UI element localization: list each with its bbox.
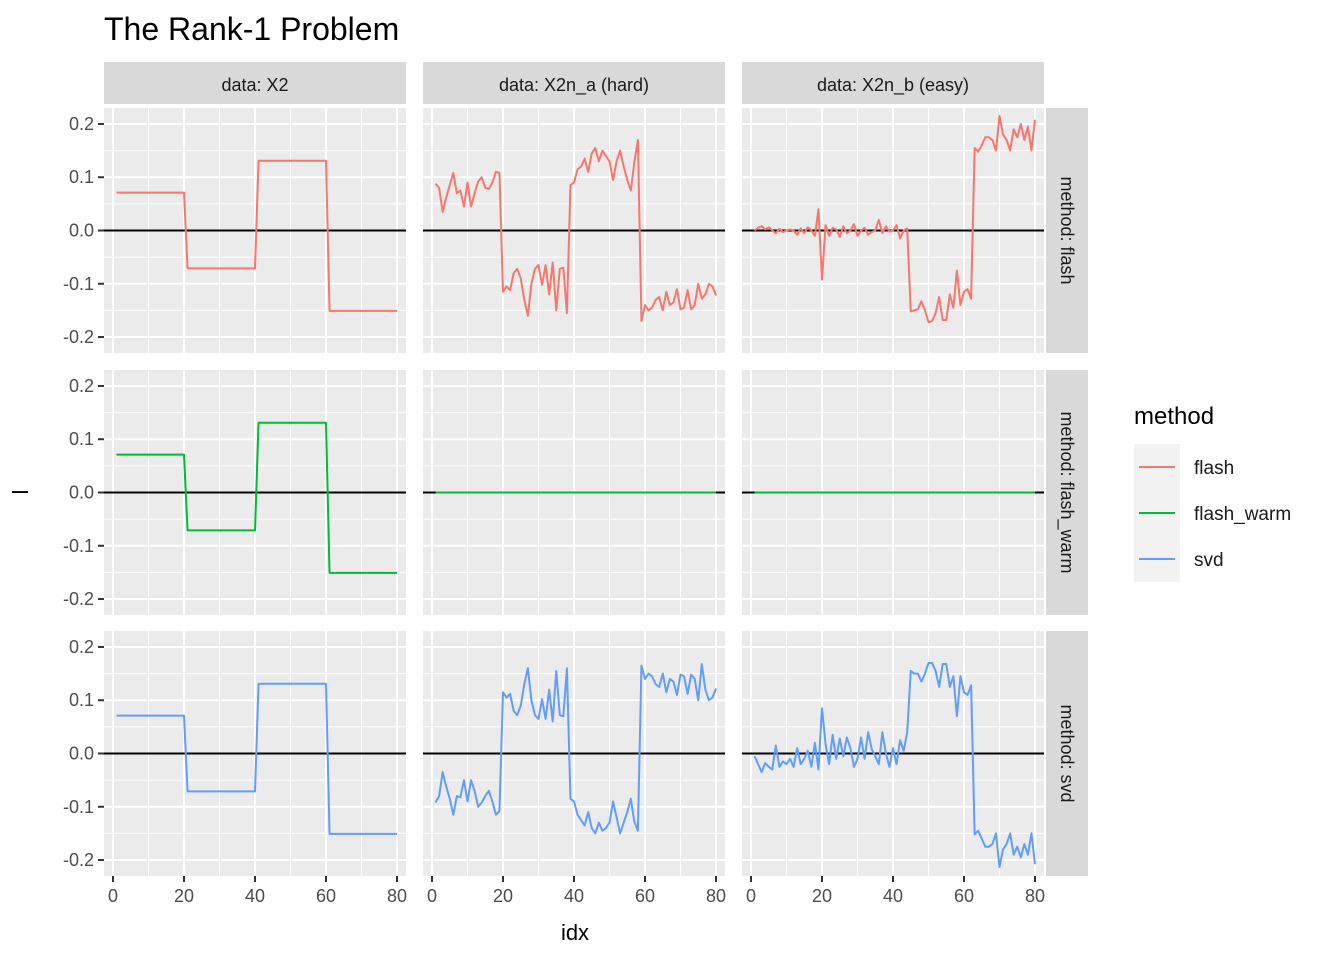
y-tick-label: -0.1	[63, 274, 94, 294]
legend-title: method	[1134, 403, 1214, 430]
panel-X2-flash_warm	[104, 370, 406, 615]
legend-entry-flash_warm: flash_warm	[1134, 490, 1291, 536]
x-tick-label: 40	[564, 886, 584, 906]
x-tick-label: 60	[954, 886, 974, 906]
y-tick-label: 0.2	[69, 637, 94, 657]
x-tick-label: 80	[387, 886, 407, 906]
y-tick-label: 0.0	[69, 483, 94, 503]
series-line-flash	[116, 159, 397, 312]
facet-strip-X2n_b	[742, 62, 1044, 104]
x-tick-label: 40	[245, 886, 265, 906]
y-tick-label: 0.1	[69, 690, 94, 710]
facet-strip-svd	[1046, 631, 1088, 876]
x-tick-label: 0	[746, 886, 756, 906]
x-axis-title: idx	[561, 920, 589, 945]
y-tick-label: -0.2	[63, 850, 94, 870]
legend-label: flash	[1194, 458, 1234, 479]
y-tick-label: -0.2	[63, 589, 94, 609]
panel-X2n_b-flash_warm	[742, 370, 1044, 615]
y-axis-title: l	[8, 490, 33, 495]
facet-strip-label: method: flash_warm	[1056, 411, 1077, 573]
legend-entry-svd: svd	[1134, 536, 1224, 582]
panel-X2n_b-svd	[742, 631, 1044, 876]
x-tick-label: 40	[883, 886, 903, 906]
series-line-flash	[753, 114, 1036, 324]
facet-strip-X2	[104, 62, 406, 104]
facet-strip-flash	[1046, 108, 1088, 353]
facet-strip-flash_warm	[1046, 370, 1088, 615]
series-line-flash	[434, 138, 717, 323]
y-tick-label: 0.2	[69, 376, 94, 396]
series-line-svd	[753, 661, 1036, 868]
x-tick-label: 20	[493, 886, 513, 906]
y-tick-label: -0.1	[63, 536, 94, 556]
y-axes: 0.2 0.1 0.0 -0.1 -0.2 0.2 0.1 0.0 -0.1 -0.2 0.2 0.1…	[63, 114, 104, 870]
legend-entry-flash: flash	[1134, 444, 1234, 490]
panel-X2n_a-svd	[423, 631, 725, 876]
x-tick-label: 60	[316, 886, 336, 906]
x-tick-label: 80	[1025, 886, 1045, 906]
facet-panels: data: X2 data: X2n_a (hard) data: X2n_b (e…	[104, 62, 1088, 876]
y-tick-label: -0.2	[63, 327, 94, 347]
x-tick-label: 20	[812, 886, 832, 906]
facet-strip-label: data: X2n_b (easy)	[817, 75, 969, 96]
y-tick-label: 0.0	[69, 744, 94, 764]
series-line-svd	[434, 663, 717, 835]
y-tick-label: 0.1	[69, 167, 94, 187]
panel-X2n_a-flash_warm	[423, 370, 725, 615]
x-tick-label: 0	[427, 886, 437, 906]
panel-X2-svd	[104, 631, 406, 876]
x-tick-label: 60	[635, 886, 655, 906]
panel-X2n_a-flash	[423, 108, 725, 353]
facet-strip-label: data: X2n_a (hard)	[499, 75, 649, 96]
y-tick-label: 0.0	[69, 221, 94, 241]
chart-title: The Rank-1 Problem	[104, 11, 399, 47]
panel-X2-flash	[104, 108, 406, 353]
legend-label: svd	[1194, 550, 1224, 571]
panel-X2n_b-flash	[742, 108, 1044, 353]
facet-strip-X2n_a	[423, 62, 725, 104]
x-tick-label: 20	[174, 886, 194, 906]
facet-strip-label: method: flash	[1057, 176, 1077, 284]
y-tick-label: 0.2	[69, 114, 94, 134]
facet-strip-label: method: svd	[1057, 704, 1077, 802]
x-tick-label: 80	[706, 886, 726, 906]
facet-strip-label: data: X2	[221, 75, 288, 95]
legend-label: flash_warm	[1194, 504, 1291, 525]
series-line-flash_warm	[116, 421, 397, 574]
x-tick-label: 0	[108, 886, 118, 906]
y-tick-label: 0.1	[69, 429, 94, 449]
x-axis: 0 20 40 60 80 0 20 40 60 80 0 20 40 60 80	[108, 876, 1045, 906]
y-tick-label: -0.1	[63, 797, 94, 817]
series-line-svd	[116, 682, 397, 835]
